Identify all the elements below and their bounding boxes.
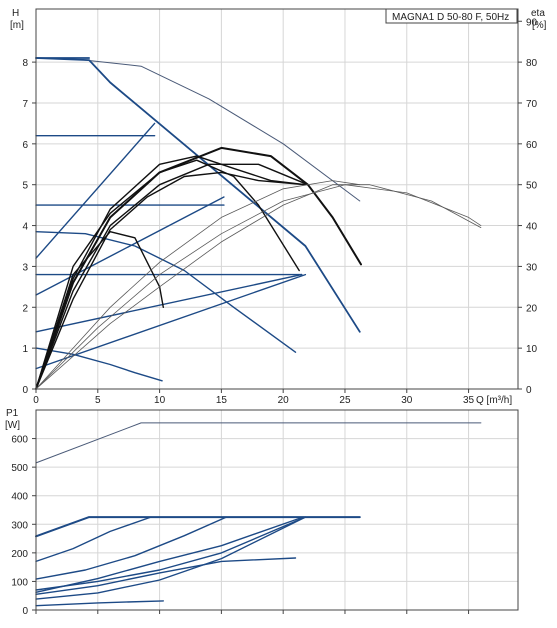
head-tick-label: 5 [22,181,28,192]
head-tick-label: 8 [22,58,28,69]
head-plot-frame [35,8,519,390]
power-tick-label: 100 [11,577,28,588]
power-plot-axes: 0 100 200 300 400 500 600 [11,409,519,617]
power-series-curve-4 [35,516,304,593]
eta-tick-label: 30 [526,262,538,273]
eta-tick-label: 60 [526,140,538,151]
x-tick-label: 25 [339,395,351,406]
eta-tick-label: 50 [526,181,538,192]
power-series-curve-5 [35,516,307,600]
power-axis-unit: [W] [5,420,20,431]
x-tick-label: 0 [33,395,39,406]
series-auto-17 [35,146,362,390]
head-axis-label: H [12,8,19,19]
x-tick-label: 30 [401,395,413,406]
power-plot-series [35,422,482,607]
x-tick-label: 20 [278,395,290,406]
power-series-limit-1 [35,516,361,538]
chart-title: MAGNA1 D 50-80 F, 50Hz [392,12,509,23]
series-auto-14 [35,155,307,390]
power-tick-label: 300 [11,520,28,531]
power-tick-label: 500 [11,463,28,474]
series-proportional-1 [35,57,361,333]
series-efficiency-19 [35,184,482,390]
power-tick-label: 600 [11,435,28,446]
series-prop-low-9 [35,273,307,370]
eta-tick-label: 0 [526,385,532,396]
power-series-max-0 [35,422,482,464]
eta-axis-unit: [%] [532,20,547,31]
power-axis-label: P1 [6,408,19,419]
power-plot-frame [35,409,519,611]
series-prop-low-6 [35,122,156,259]
head-plot-axes: 0 5 10 15 20 25 30 3501234567801020304050607080… [22,8,538,406]
power-series-curve-2 [35,516,152,563]
series-prop-low-7 [35,196,225,296]
head-axis-unit: [m] [10,20,24,31]
head-tick-label: 4 [22,222,28,233]
eta-tick-label: 40 [526,222,538,233]
x-tick-label: 35 [463,395,475,406]
series-auto-16 [35,163,309,390]
chart-title-box [385,8,518,24]
x-tick-label: 5 [95,395,101,406]
head-tick-label: 3 [22,262,28,273]
head-tick-label: 6 [22,140,28,151]
power-series-min-7 [35,557,297,595]
head-tick-label: 1 [22,344,28,355]
head-tick-label: 0 [22,385,28,396]
power-tick-label: 200 [11,549,28,560]
head-tick-label: 2 [22,303,28,314]
x-tick-label: 15 [216,395,228,406]
eta-tick-label: 70 [526,99,538,110]
eta-tick-label: 80 [526,58,538,69]
series-auto-15 [35,171,307,390]
power-series-min-8 [35,600,165,607]
series-prop-low-8 [35,273,303,333]
head-tick-label: 7 [22,99,28,110]
eta-axis-label: eta [531,8,545,19]
series-min-curve-10 [35,230,297,353]
series-efficiency-18 [35,180,361,390]
series-auto-13 [35,159,300,390]
series-efficiency-20 [35,184,482,390]
head-plot-grid [35,9,518,390]
power-tick-label: 0 [22,606,28,617]
eta-tick-label: 10 [526,344,538,355]
series-min-curve-11 [35,347,163,382]
eta-tick-label: 20 [526,303,538,314]
flow-axis-label: Q [m³/h] [476,395,512,406]
series-auto-12 [35,230,165,390]
eta-tick-label: 90 [526,17,538,28]
power-series-curve-3 [35,516,228,580]
power-tick-label: 400 [11,492,28,503]
power-series-curve-6 [35,516,307,591]
head-plot-series [35,57,482,390]
x-tick-label: 10 [154,395,166,406]
